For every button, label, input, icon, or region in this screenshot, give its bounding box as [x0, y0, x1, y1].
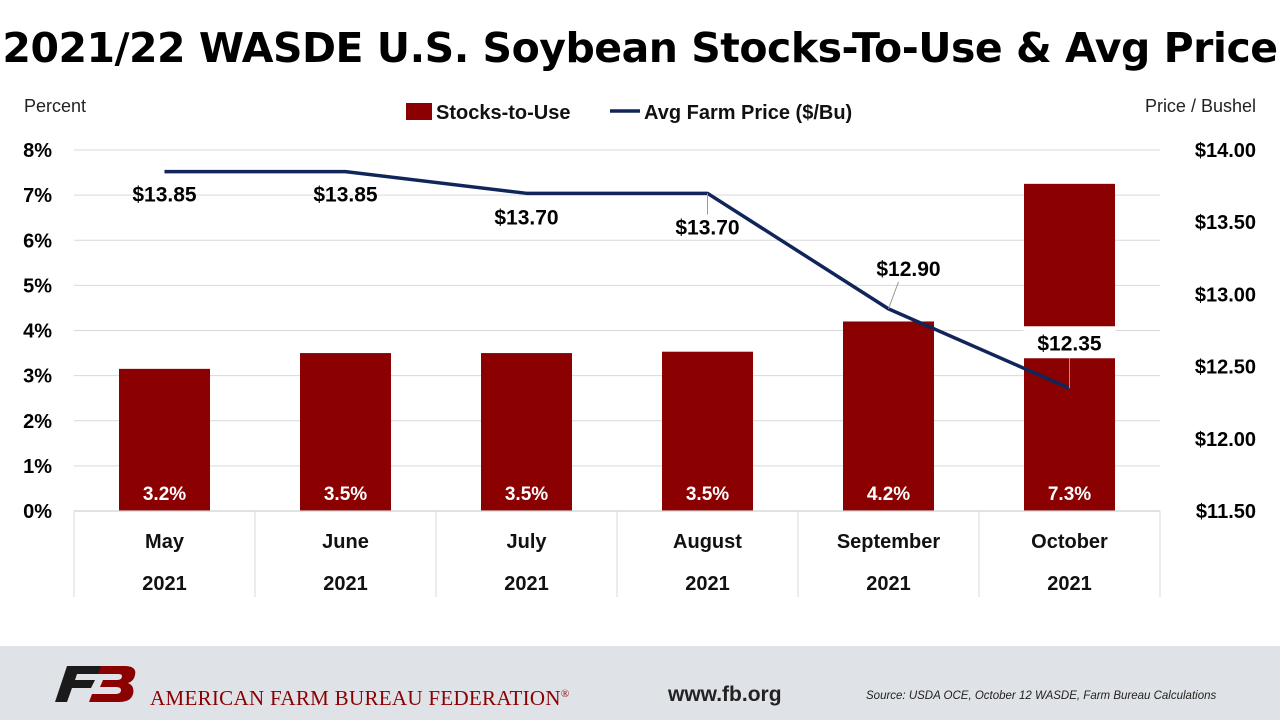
gridlines — [74, 149, 1160, 467]
chart-title: 2021/22 WASDE U.S. Soybean Stocks-To-Use… — [2, 24, 1278, 72]
bar-data-label: 3.5% — [505, 484, 548, 505]
legend-label-line: Avg Farm Price ($/Bu) — [644, 102, 852, 124]
legend: Stocks-to-Use Avg Farm Price ($/Bu) — [406, 102, 852, 124]
bar — [843, 321, 934, 511]
y-left-tick-label: 7% — [23, 185, 52, 207]
x-tick-label-year: 2021 — [685, 573, 730, 595]
chart-plot: 3.2% 3.5% 3.5% 3.5% 4.2% 7.3% $13.85 $13.85$13… — [23, 96, 1256, 597]
y-right-tick-label: $13.50 — [1195, 212, 1256, 234]
y-left-tick-label: 4% — [23, 321, 52, 343]
x-tick-label-year: 2021 — [504, 573, 549, 595]
line-data-label: $12.35 — [1037, 332, 1102, 355]
y-left-tick-label: 0% — [23, 501, 52, 523]
bar — [662, 351, 753, 511]
line-label-background — [1023, 326, 1116, 359]
line-data-label: $13.70 — [675, 216, 739, 239]
y-left-tick-label: 6% — [23, 230, 52, 252]
axes: 0% 1% 2% 3% 4% 5% 6% 7% 8% $11.50 $12.00 $12.50 $13.… — [23, 96, 1256, 597]
farm-bureau-logo-icon — [55, 666, 136, 702]
registered-mark: ® — [560, 688, 570, 700]
source-note: Source: USDA OCE, October 12 WASDE, Farm… — [866, 690, 1217, 702]
y-right-tick-label: $13.00 — [1195, 284, 1256, 306]
line-data-label: $13.70 — [494, 206, 558, 229]
bar — [119, 368, 210, 511]
y-left-tick-label: 8% — [23, 140, 52, 162]
y-right-tick-label: $12.00 — [1195, 429, 1256, 451]
bar-data-label: 4.2% — [867, 484, 910, 505]
x-tick-label-year: 2021 — [1047, 573, 1092, 595]
line-data-label: $13.85 — [132, 184, 197, 207]
line-data-label: $13.85 — [313, 184, 378, 207]
bar-data-label: 3.5% — [686, 484, 729, 505]
line-series: $13.85 $13.85 $13.70 $13.70 $12.90 $12.35 — [132, 169, 1116, 390]
x-tick-label-month: August — [673, 531, 742, 553]
legend-label-bar: Stocks-to-Use — [436, 102, 570, 124]
bar-data-label: 3.2% — [143, 484, 186, 505]
footer: AMERICAN FARM BUREAU FEDERATION® www.fb.… — [0, 646, 1280, 720]
organization-name: AMERICAN FARM BUREAU FEDERATION® — [150, 686, 570, 710]
line-data-label: $12.90 — [876, 258, 940, 281]
y-left-tick-label: 3% — [23, 366, 52, 388]
website-url[interactable]: www.fb.org — [668, 683, 782, 706]
x-tick-label-year: 2021 — [142, 573, 187, 595]
bar — [481, 353, 572, 511]
y-left-tick-label: 5% — [23, 275, 52, 297]
bar — [300, 353, 391, 511]
y-left-tick-label: 2% — [23, 411, 52, 433]
x-tick-label-month: July — [506, 531, 547, 553]
bar-data-label: 3.5% — [324, 484, 367, 505]
x-tick-label-month: September — [837, 531, 941, 553]
x-tick-label-month: May — [145, 531, 185, 553]
x-tick-label-month: June — [322, 531, 369, 553]
legend-swatch-bar — [406, 103, 432, 120]
x-tick-label-year: 2021 — [866, 573, 911, 595]
x-tick-label-year: 2021 — [323, 573, 368, 595]
price-line — [164, 169, 1071, 390]
y-right-tick-label: $14.00 — [1195, 140, 1256, 162]
bar-series: 3.2% 3.5% 3.5% 3.5% 4.2% 7.3% — [119, 183, 1115, 511]
leader-line — [888, 281, 899, 310]
y-right-tick-label: $11.50 — [1196, 501, 1256, 523]
x-tick-label-month: October — [1031, 531, 1108, 553]
bar-data-label: 7.3% — [1048, 484, 1091, 505]
y-left-tick-label: 1% — [23, 456, 52, 478]
y-right-axis-title: Price / Bushel — [1145, 96, 1256, 116]
y-left-axis-title: Percent — [24, 96, 86, 116]
y-right-tick-label: $12.50 — [1195, 357, 1256, 379]
